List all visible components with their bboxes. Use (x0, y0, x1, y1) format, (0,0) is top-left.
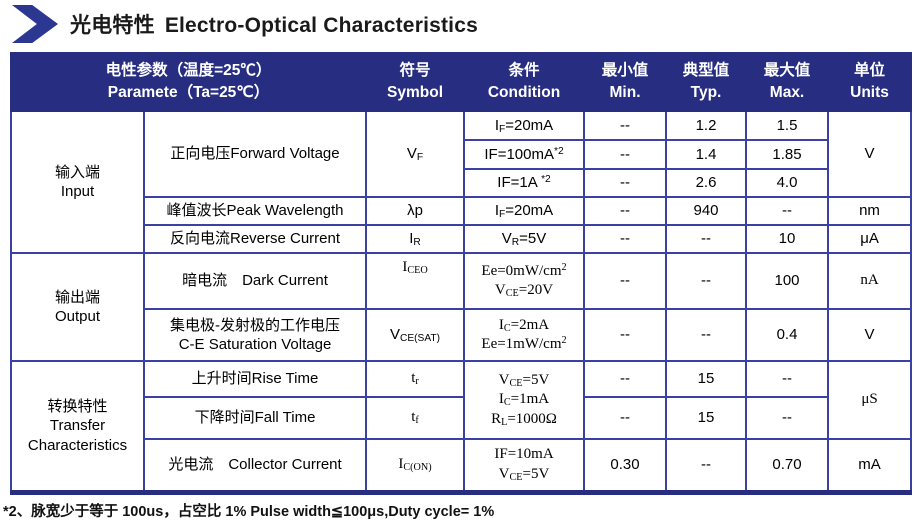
cond-reverse: VR=5V (463, 224, 586, 254)
max-vf-3: 4.0 (745, 168, 830, 198)
section-title-text: 光电特性 Electro-Optical Characteristics (70, 9, 478, 39)
min-vf-3: -- (583, 168, 668, 198)
max-fall: -- (745, 396, 830, 440)
cond-vf-20ma: IF=20mA (463, 110, 586, 141)
header-parameter-en: Paramete（Ta=25℃） (107, 84, 270, 101)
min-reverse: -- (583, 224, 668, 254)
row-peak-wavelength: 峰值波长Peak Wavelength λp IF=20mA -- 940 --… (11, 196, 913, 226)
max-rise: -- (745, 360, 830, 398)
section-title-en: Electro-Optical Characteristics (164, 14, 478, 37)
typ-cesat: -- (665, 308, 748, 362)
min-vf-2: -- (583, 139, 668, 170)
unit-cesat: V (827, 308, 913, 362)
max-dark: 100 (745, 252, 830, 310)
max-vf-2: 1.85 (745, 139, 830, 170)
typ-dark: -- (665, 252, 748, 310)
cond-peak: IF=20mA (463, 196, 586, 226)
param-ce-saturation: 集电极-发射极的工作电压 C-E Saturation Voltage (142, 308, 368, 362)
header-typ: 典型值 Typ. (665, 52, 748, 112)
electro-optical-characteristics-table: 电性参数（温度=25℃） Paramete（Ta=25℃） 符号 Symbol … (9, 52, 913, 495)
param-peak-wavelength: 峰值波长Peak Wavelength (142, 196, 368, 226)
typ-vf-2: 1.4 (665, 139, 748, 170)
unit-peak: nm (827, 196, 913, 226)
param-dark-current: 暗电流 Dark Current (142, 252, 368, 310)
header-min: 最小值 Min. (583, 52, 668, 112)
min-vf-1: -- (583, 110, 668, 141)
row-forward-voltage-2: IF=100mA*2 -- 1.4 1.85 (11, 139, 911, 170)
typ-fall: 15 (665, 396, 748, 440)
typ-vf-3: 2.6 (665, 168, 748, 198)
row-rise-time: 转换特性 Transfer Characteristics 上升时间Rise T… (10, 360, 913, 493)
min-collector: 0.30 (583, 438, 668, 493)
typ-peak: 940 (665, 196, 748, 226)
header-units: 单位 Units (827, 52, 913, 112)
min-fall: -- (583, 396, 668, 440)
group-output: 输出端 Output (10, 252, 145, 362)
group-transfer: 转换特性 Transfer Characteristics (10, 360, 145, 493)
min-rise: -- (583, 360, 668, 398)
group-input: 输入端 Input (10, 110, 145, 254)
typ-vf-1: 1.2 (665, 110, 748, 141)
chevron-arrow-icon (12, 5, 58, 43)
param-forward-voltage: 正向电压Forward Voltage (142, 110, 368, 198)
symbol-ir: IR (365, 224, 466, 254)
min-cesat: -- (583, 308, 668, 362)
param-collector-current: 光电流 Collector Current (142, 438, 368, 493)
cond-collector: IF=10mA VCE=5V (463, 438, 586, 493)
row-ce-saturation: 集电极-发射极的工作电压 C-E Saturation Voltage VCE(… (11, 308, 913, 362)
footnote-pulse-width: *2、脉宽少于等于 100us，占空比 1% Pulse width≦100μs… (3, 504, 495, 520)
row-fall-time: 下降时间Fall Time tf -- 15 -- (11, 396, 911, 440)
cond-dark: Ee=0mW/cm2 VCE=20V (463, 252, 586, 310)
header-condition: 条件 Condition (463, 52, 586, 112)
typ-collector: -- (665, 438, 748, 493)
header-parameter-zh: 电性参数（温度=25℃） (105, 61, 272, 79)
symbol-iceo: ICEO (365, 252, 466, 310)
unit-dark: nA (827, 252, 913, 310)
typ-rise: 15 (665, 360, 748, 398)
symbol-icon: IC(ON) (365, 438, 466, 493)
unit-collector: mA (827, 438, 913, 493)
typ-reverse: -- (665, 224, 748, 254)
max-vf-1: 1.5 (745, 110, 830, 141)
row-forward-voltage-3: IF=1A *2 -- 2.6 4.0 (11, 168, 911, 198)
max-collector: 0.70 (745, 438, 830, 493)
unit-reverse: μA (827, 224, 913, 254)
row-dark-current: 输出端 Output 暗电流 Dark Current ICEO Ee=0mW/… (10, 252, 913, 362)
row-reverse-current: 反向电流Reverse Current IR VR=5V -- -- 10 μA (11, 224, 913, 254)
header-parameter: 电性参数（温度=25℃） Paramete（Ta=25℃） (9, 52, 368, 112)
cond-rise-fall: VCE=5V IC=1mA RL=1000Ω (463, 360, 586, 440)
param-reverse-current: 反向电流Reverse Current (142, 224, 368, 254)
section-title-zh: 光电特性 (70, 14, 155, 37)
section-title: 光电特性 Electro-Optical Characteristics (12, 5, 478, 43)
max-cesat: 0.4 (745, 308, 830, 362)
max-peak: -- (745, 196, 830, 226)
symbol-tr: tr (365, 360, 466, 398)
row-collector-current: 光电流 Collector Current IC(ON) IF=10mA VCE=… (11, 438, 913, 493)
symbol-vcesat: VCE(SAT) (365, 308, 466, 362)
symbol-tf: tf (365, 396, 466, 440)
cond-cesat: IC=2mA Ee=1mW/cm2 (463, 308, 586, 362)
symbol-vf: VF (365, 110, 466, 198)
min-dark: -- (583, 252, 668, 310)
unit-rise-fall: μS (827, 360, 913, 440)
row-forward-voltage-1: 输入端 Input 正向电压Forward Voltage VF IF=20mA… (10, 110, 913, 254)
cond-vf-100ma: IF=100mA*2 (463, 139, 586, 170)
symbol-lambda-p: λp (365, 196, 466, 226)
min-peak: -- (583, 196, 668, 226)
header-max: 最大值 Max. (745, 52, 830, 112)
param-fall-time: 下降时间Fall Time (142, 396, 368, 440)
cond-vf-1a: IF=1A *2 (463, 168, 586, 198)
max-reverse: 10 (745, 224, 830, 254)
unit-vf: V (827, 110, 913, 198)
header-symbol: 符号 Symbol (365, 52, 466, 112)
param-rise-time: 上升时间Rise Time (142, 360, 368, 398)
header-row: 电性参数（温度=25℃） Paramete（Ta=25℃） 符号 Symbol … (9, 52, 913, 112)
